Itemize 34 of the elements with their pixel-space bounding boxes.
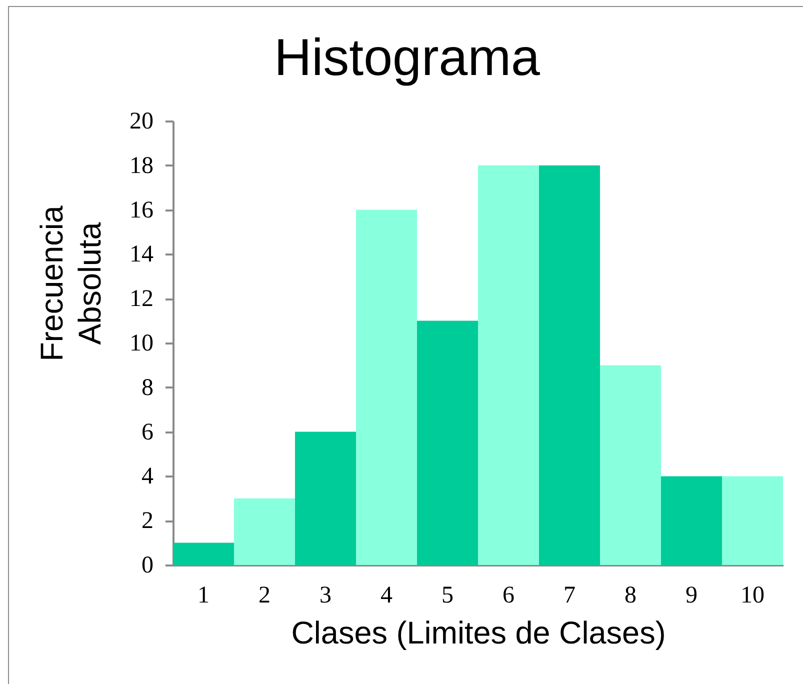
x-tick-label: 5 — [442, 582, 454, 608]
x-tick-label: 7 — [564, 582, 576, 608]
y-tick-label: 20 — [130, 108, 154, 134]
y-tick-label: 10 — [130, 330, 154, 356]
bar — [234, 498, 295, 565]
bar — [295, 432, 356, 565]
x-tick-label: 10 — [740, 582, 764, 608]
y-tick-label: 2 — [142, 508, 154, 534]
y-tick-label: 16 — [130, 197, 154, 224]
y-axis-title: Frecuencia Absoluta — [34, 205, 108, 362]
x-tick-label: 1 — [198, 582, 210, 608]
y-tick-label: 4 — [142, 464, 154, 490]
bar — [539, 165, 600, 565]
x-tick-label: 9 — [686, 582, 698, 608]
y-tick-label: 8 — [142, 374, 154, 401]
bar — [600, 365, 661, 565]
chart-title: Histograma — [274, 29, 540, 87]
y-tick-label: 6 — [142, 419, 154, 446]
y-tick-label: 14 — [130, 242, 154, 268]
y-tick-label: 0 — [142, 552, 154, 578]
y-tick-label: 12 — [130, 286, 154, 312]
bar — [661, 476, 722, 565]
x-tick-label: 4 — [380, 582, 392, 608]
x-axis-title: Clases (Limites de Clases) — [291, 614, 666, 650]
y-tick-label: 18 — [130, 152, 154, 179]
bar — [417, 320, 478, 565]
x-tick-label: 8 — [624, 582, 636, 608]
x-tick-label: 3 — [320, 582, 332, 608]
x-tick-label: 6 — [502, 582, 514, 608]
bar — [478, 165, 539, 565]
bar — [722, 476, 783, 565]
bar — [356, 210, 417, 565]
bar — [173, 542, 234, 565]
x-tick-label: 2 — [258, 582, 270, 608]
